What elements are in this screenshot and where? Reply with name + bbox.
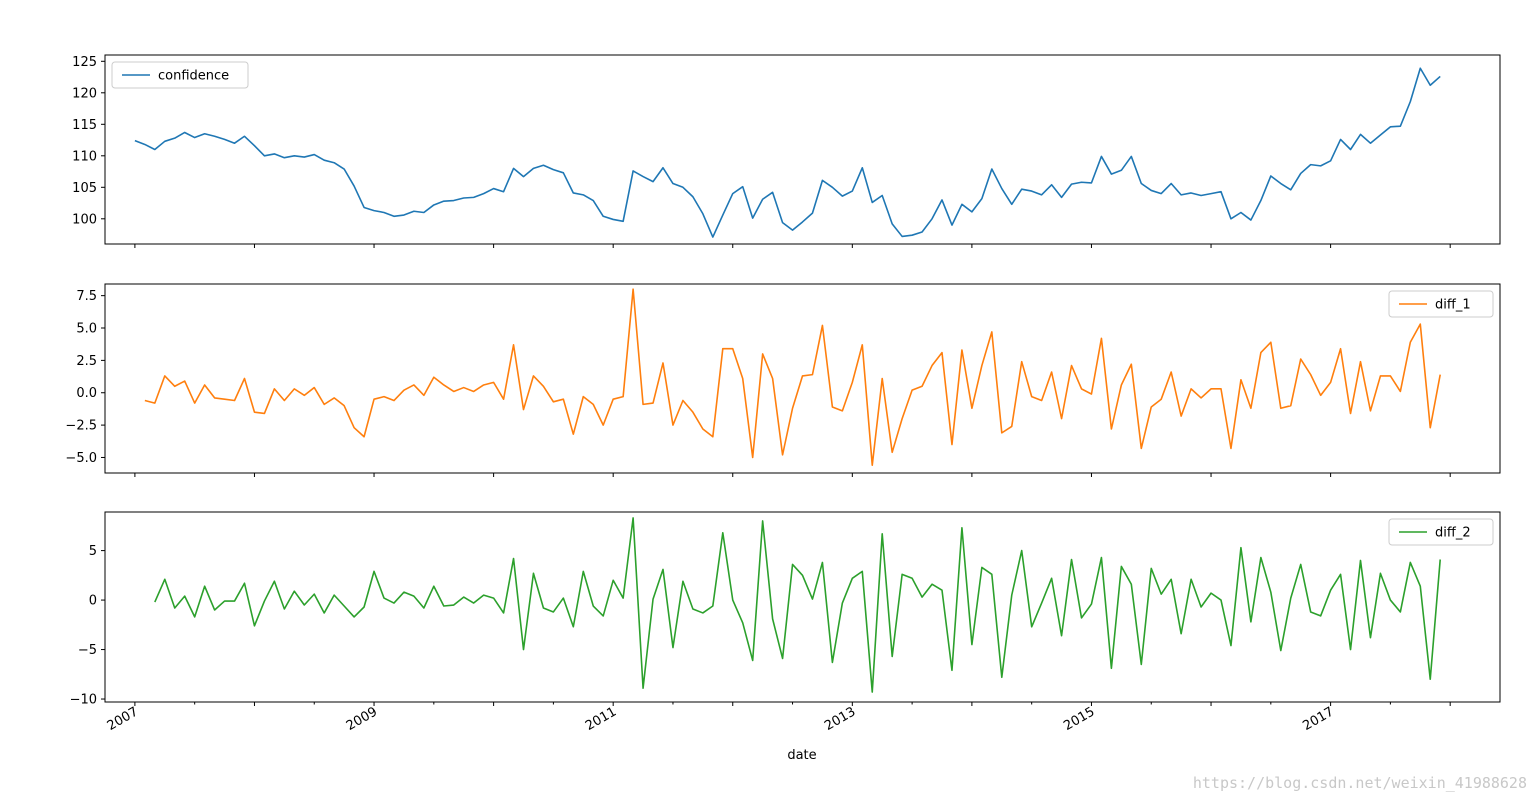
y-tick-label: 125 <box>72 55 97 70</box>
y-tick-label: 100 <box>72 212 97 227</box>
legend-label: confidence <box>158 69 229 84</box>
legend-label: diff_2 <box>1435 526 1471 541</box>
x-tick-label: 2009 <box>344 704 380 734</box>
plot-frame <box>104 511 1501 703</box>
legend-confidence: confidence <box>111 61 249 89</box>
y-tick-label: −5.0 <box>65 451 97 466</box>
panel-diff_1: −5.0 −2.5 0.0 2.5 5.0 7.5 diff_1 <box>65 283 1501 477</box>
series-line-confidence <box>134 67 1441 238</box>
plot-frame <box>104 283 1501 474</box>
x-tick-label: 2007 <box>105 704 141 734</box>
y-tick-label: −10 <box>70 693 97 708</box>
series-line-diff_1 <box>144 288 1441 467</box>
series-line-diff_2 <box>154 517 1442 693</box>
y-tick-label: 110 <box>72 149 97 164</box>
y-tick-label: 115 <box>72 118 97 133</box>
x-tick-label: 2013 <box>822 704 858 734</box>
y-tick-label: 0.0 <box>76 386 97 401</box>
panels: 100 105 110 115 120 125 confidence −5.0 −2.5 0.0 2… <box>65 54 1501 708</box>
legend-box <box>111 61 249 89</box>
x-tick-label: 2015 <box>1061 704 1097 734</box>
x-tick-label: 2017 <box>1300 704 1336 734</box>
legend-diff_1: diff_1 <box>1388 290 1494 318</box>
y-tick-label: 0 <box>89 594 97 609</box>
panel-diff_2: −10 −5 0 5 diff_2 <box>70 511 1501 708</box>
legend-box <box>1388 518 1494 546</box>
y-tick-label: 120 <box>72 86 97 101</box>
y-tick-label: 105 <box>72 181 97 196</box>
legend-box <box>1388 290 1494 318</box>
panel-confidence: 100 105 110 115 120 125 confidence <box>72 54 1501 248</box>
y-tick-label: −5 <box>78 643 97 658</box>
legend-label: diff_1 <box>1435 298 1471 313</box>
plot-frame <box>104 54 1501 245</box>
legend-diff_2: diff_2 <box>1388 518 1494 546</box>
x-axis-label: date <box>787 748 816 763</box>
y-tick-label: 5 <box>89 544 97 559</box>
y-tick-label: 5.0 <box>76 322 97 337</box>
x-axis: 2007 2009 2011 2013 2015 2017 <box>105 702 1391 734</box>
watermark: https://blog.csdn.net/weixin_41988628 <box>1192 774 1527 792</box>
y-tick-label: 2.5 <box>76 354 97 369</box>
x-tick-label: 2011 <box>583 704 619 734</box>
y-tick-label: −2.5 <box>65 419 97 434</box>
y-tick-label: 7.5 <box>76 289 97 304</box>
